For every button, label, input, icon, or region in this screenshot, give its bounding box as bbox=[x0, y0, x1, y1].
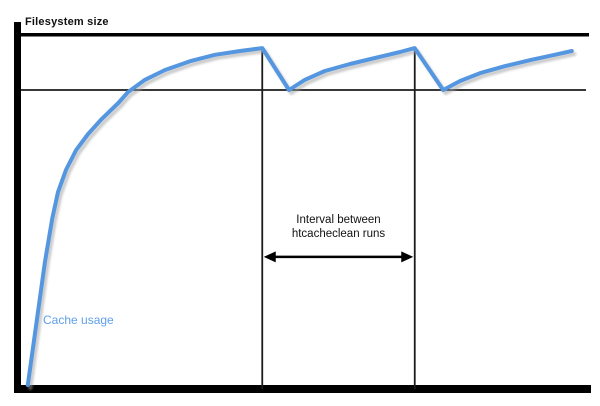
cache-usage-curve-shadow bbox=[28, 49, 577, 390]
y-axis-line bbox=[14, 22, 21, 393]
x-axis-line bbox=[14, 385, 591, 393]
cache-usage-curve bbox=[25, 46, 574, 387]
interval-annotation-line2: htcacheclean runs bbox=[291, 228, 386, 240]
interval-annotation: Interval between htcacheclean runs bbox=[262, 213, 415, 241]
filesystem-size-line bbox=[21, 33, 589, 37]
interval-arrow-left-head-icon bbox=[263, 251, 276, 263]
y-axis-title: Filesystem size bbox=[25, 16, 109, 28]
interval-arrow-right-head-icon bbox=[401, 251, 414, 263]
cache-usage-label: Cache usage bbox=[43, 313, 114, 327]
interval-annotation-line1: Interval between bbox=[296, 214, 381, 226]
